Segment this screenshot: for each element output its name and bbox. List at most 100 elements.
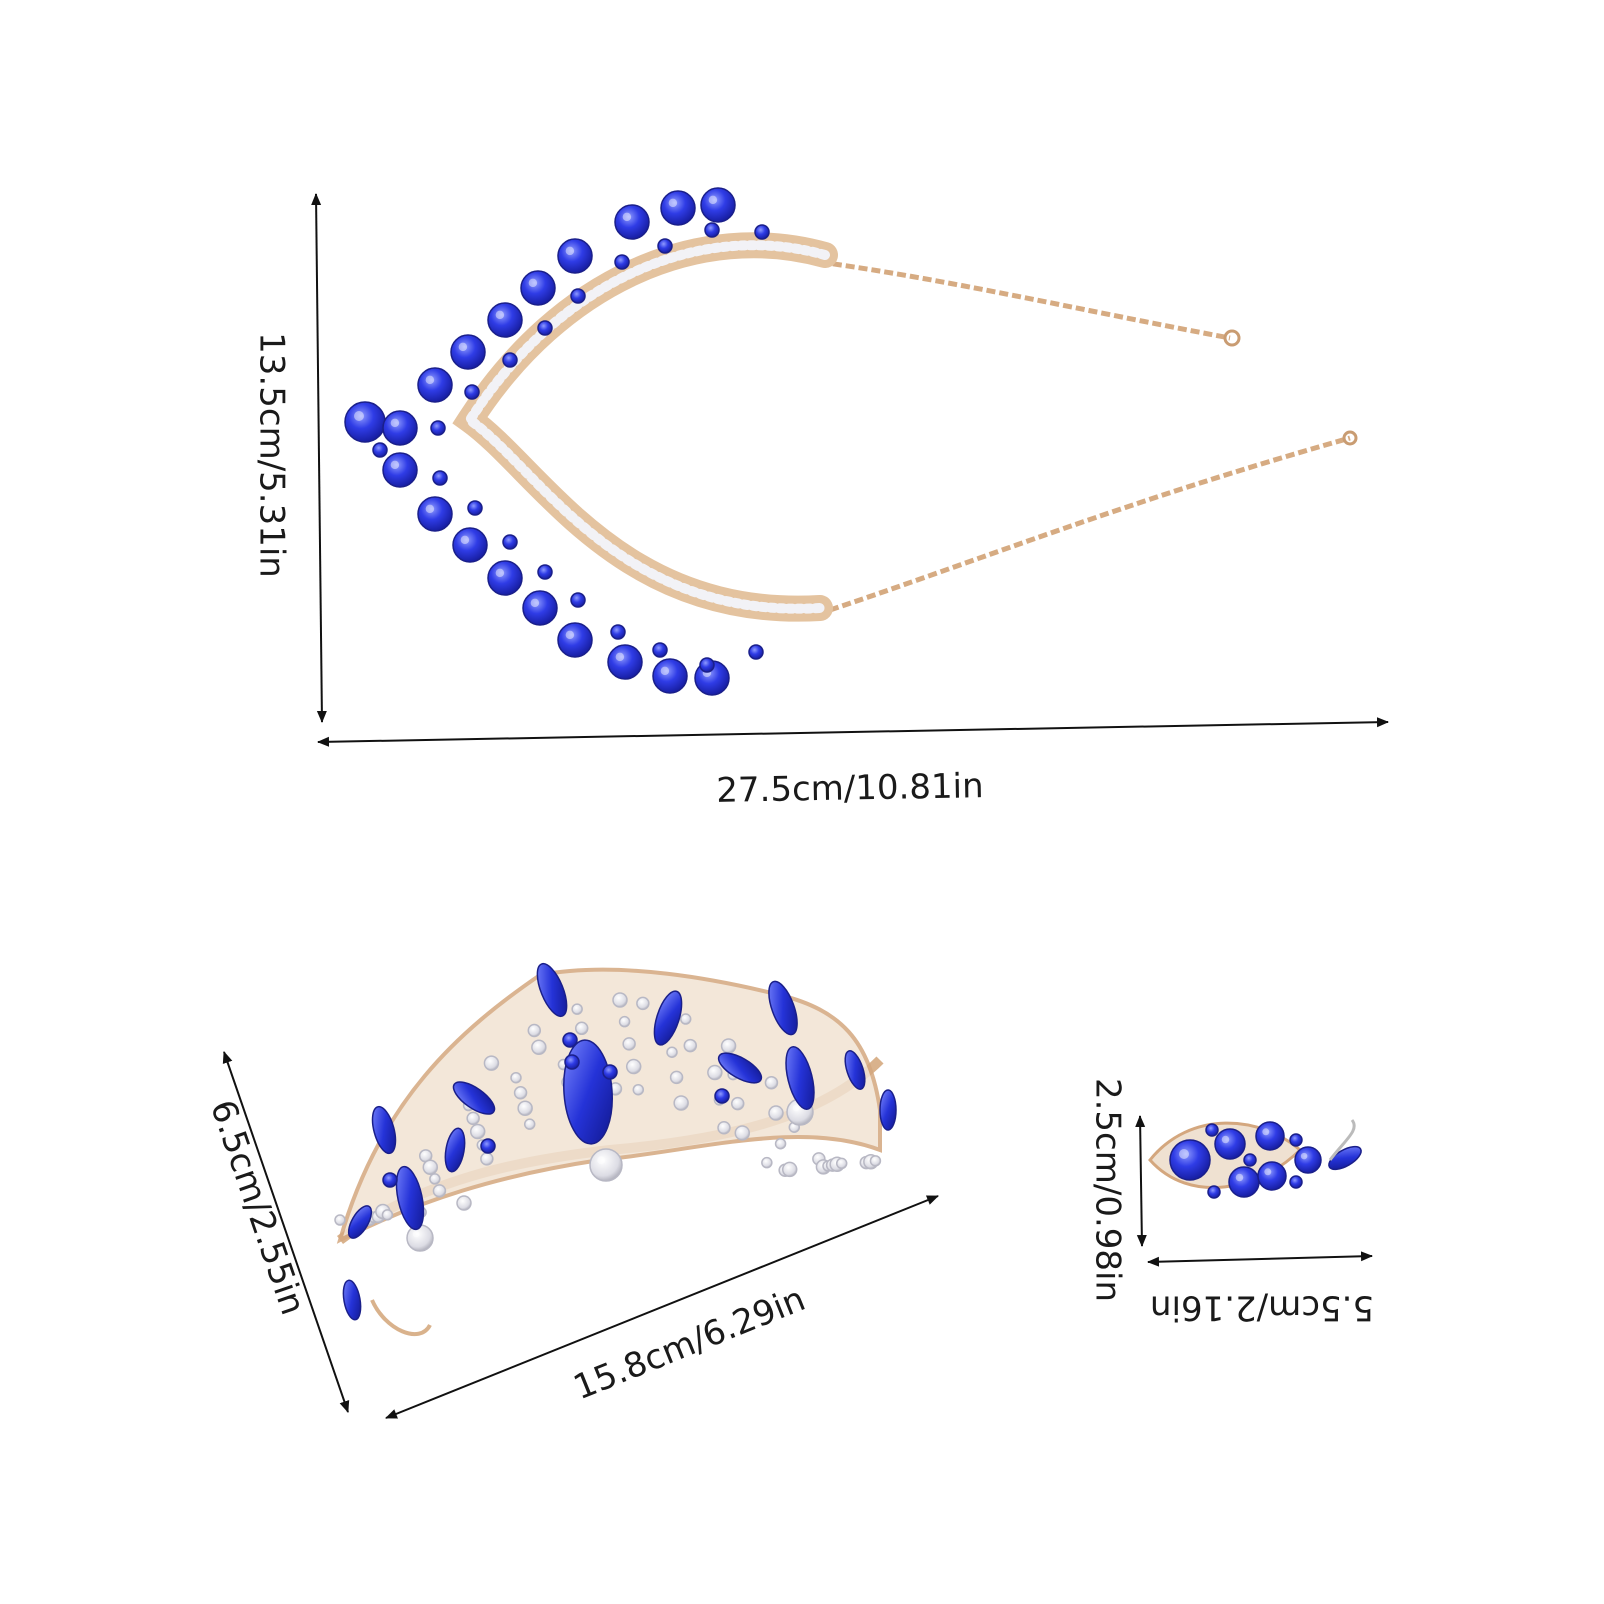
tiara-round-gem	[480, 1138, 496, 1154]
tiara-rhinestone	[510, 1071, 522, 1084]
gem-highlight	[597, 1156, 606, 1165]
gem-highlight	[565, 246, 575, 256]
earring-height-arrow	[1135, 1115, 1147, 1247]
gem-highlight	[668, 198, 678, 208]
tiara-rhinestone	[669, 1070, 684, 1085]
necklace-small-gem	[464, 384, 480, 400]
tiara-round-gem	[714, 1088, 730, 1104]
tiara-gem	[879, 1089, 897, 1131]
tiara-width-label: 15.8cm/6.29in	[568, 1279, 811, 1408]
gem-highlight	[458, 342, 468, 352]
gem-highlight	[660, 666, 670, 676]
gem-highlight	[565, 630, 575, 640]
necklace-small-gem	[467, 500, 483, 516]
necklace-small-gem	[537, 564, 553, 580]
tiara-rhinestone	[483, 1055, 500, 1071]
necklace-small-gem	[610, 624, 626, 640]
necklace-small-gem	[614, 254, 630, 270]
tiara-flower-stone	[406, 1224, 434, 1252]
tiara-gem	[844, 1050, 866, 1090]
necklace-small-gem	[699, 657, 715, 673]
tiara-gem	[717, 1052, 763, 1084]
tiara-gem	[653, 990, 683, 1046]
earring-gem	[1294, 1146, 1322, 1174]
tiara-rhinestone	[636, 996, 650, 1011]
necklace-gem	[557, 238, 593, 274]
necklace-gem	[450, 334, 486, 370]
gem-highlight	[530, 598, 540, 608]
necklace-small-gem	[570, 288, 586, 304]
tiara-rhinestone	[466, 1111, 480, 1126]
earring-illustration	[1148, 1119, 1362, 1199]
necklace-gem	[382, 452, 418, 488]
tiara-gem	[768, 980, 798, 1036]
tiara-rhinestone	[456, 1195, 472, 1211]
tiara-width-arrow	[385, 1195, 939, 1419]
gem-highlight	[708, 195, 718, 205]
earring-gem	[1255, 1121, 1285, 1151]
earring-gem	[1169, 1139, 1211, 1181]
tiara-gem	[347, 1205, 373, 1239]
tiara-rhinestone	[531, 1039, 547, 1056]
necklace-width-label: 27.5cm/10.81in	[716, 766, 984, 811]
tiara-rhinestone	[381, 1209, 394, 1221]
tiara-rhinestone	[513, 1086, 528, 1100]
tiara-rhinestone	[523, 1118, 536, 1130]
necklace-gem	[382, 410, 418, 446]
tiara-rhinestone	[632, 1083, 645, 1096]
gem-highlight	[1300, 1152, 1308, 1160]
tiara-rhinestone	[571, 1003, 583, 1015]
necklace-gem	[652, 658, 688, 694]
tiara-rhinestone	[734, 1125, 751, 1141]
necklace-gem	[557, 622, 593, 658]
necklace-gem	[522, 590, 558, 626]
earring-blue-gems	[1169, 1121, 1362, 1199]
necklace-gem	[452, 527, 488, 563]
tiara-gem	[536, 962, 568, 1018]
tiara-rhinestone	[774, 1137, 787, 1150]
necklace-small-gem	[748, 644, 764, 660]
tiara-gem	[371, 1105, 397, 1155]
gem-highlight	[390, 460, 400, 470]
tiara-rhinestone	[574, 1021, 589, 1036]
necklace-chain-upper	[819, 259, 1231, 341]
necklace-illustration	[344, 187, 1358, 696]
tiara-gem	[452, 1081, 496, 1115]
gem-highlight	[495, 568, 505, 578]
gem-highlight	[460, 535, 470, 545]
tiara-rhinestone	[679, 1013, 692, 1025]
tiara-rhinestone	[612, 992, 628, 1008]
gem-highlight	[1179, 1149, 1189, 1159]
tiara-rhinestone	[625, 1058, 642, 1075]
necklace-gem	[520, 270, 556, 306]
tiara-round-gem	[564, 1054, 580, 1070]
necklace-gem	[417, 367, 453, 403]
earring-height-label: 2.5cm/0.98in	[1088, 1078, 1128, 1302]
earring-small-gem	[1243, 1153, 1257, 1167]
necklace-gem	[660, 190, 696, 226]
tiara-rhinestone	[666, 1046, 678, 1058]
earring-small-gem	[1207, 1185, 1221, 1199]
earring-width-arrow	[1147, 1251, 1373, 1267]
tiara-gem	[785, 1046, 815, 1110]
gem-highlight	[528, 278, 538, 288]
earring-gem	[1214, 1128, 1246, 1160]
necklace-height-label: 13.5cm/5.31in	[252, 332, 292, 578]
tiara-rhinestone	[334, 1214, 346, 1226]
necklace-chain-lower	[829, 435, 1351, 613]
earring-small-gem	[1289, 1175, 1303, 1189]
necklace-gem	[344, 401, 386, 443]
gem-highlight	[1264, 1168, 1272, 1176]
gem-highlight	[1221, 1135, 1230, 1144]
tiara-round-gem	[382, 1172, 398, 1188]
tiara-round-gem	[602, 1064, 618, 1080]
necklace-small-gem	[430, 420, 446, 436]
earring-gem	[1257, 1161, 1287, 1191]
earring-small-gem	[1205, 1123, 1219, 1137]
necklace-small-gem	[432, 470, 448, 486]
gem-highlight	[425, 375, 435, 385]
necklace-gem	[487, 560, 523, 596]
tiara-rhinestone	[622, 1037, 636, 1051]
tiara-rhinestone	[761, 1156, 773, 1169]
